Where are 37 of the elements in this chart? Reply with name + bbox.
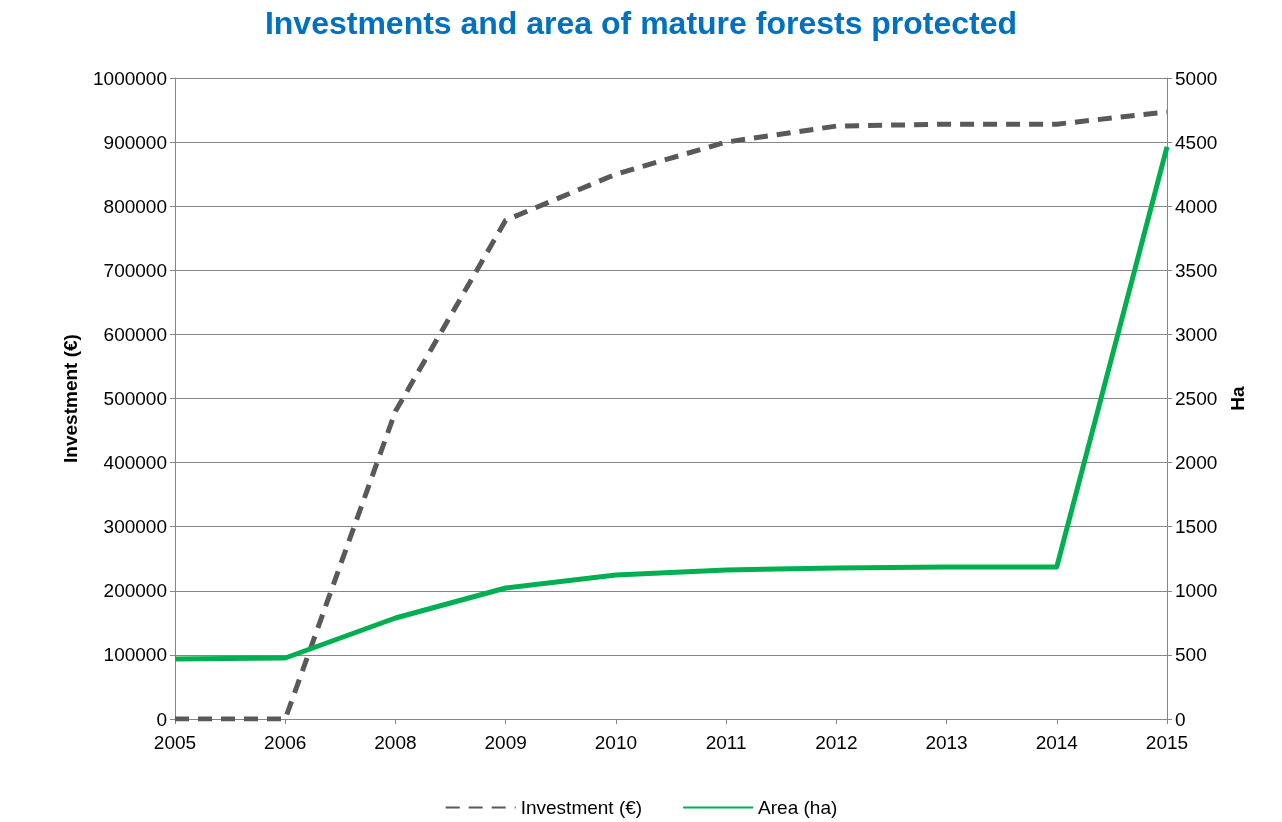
x-tick-label: 2010: [594, 732, 638, 753]
x-tick-label: 2011: [705, 732, 747, 753]
y-tick-label: 300000: [103, 516, 167, 538]
y2-tick-label: 500: [1175, 644, 1207, 666]
y-tick-label: 900000: [103, 131, 167, 153]
legend-label: Investment (€): [520, 797, 643, 818]
y-tick-label: 600000: [103, 323, 167, 345]
y-tick-label: 1000000: [93, 67, 167, 89]
y2-tick-label: 4000: [1175, 195, 1218, 217]
x-tick-label: 2015: [1145, 732, 1189, 753]
y-tick-label: 200000: [103, 580, 167, 602]
y-tick-label: 800000: [103, 195, 167, 217]
y2-axis-title: Ha: [1227, 385, 1249, 411]
x-tick-label: 2008: [374, 732, 417, 753]
y2-tick-label: 2500: [1175, 388, 1218, 409]
x-tick-label: 2014: [1035, 732, 1079, 753]
legend-label: Area (ha): [758, 797, 838, 818]
y2-tick-label: 3000: [1175, 323, 1218, 345]
y2-tick-label: 1500: [1175, 516, 1218, 538]
y-axis-title: Investment (€): [60, 334, 81, 463]
y-tick-label: 0: [156, 708, 167, 730]
y2-tick-label: 3500: [1175, 259, 1218, 281]
y2-tick-label: 5000: [1175, 67, 1218, 89]
y2-tick-label: 2000: [1175, 452, 1218, 474]
y-tick-label: 100000: [103, 644, 167, 666]
y-tick-label: 500000: [103, 388, 167, 409]
x-tick-label: 2012: [815, 732, 858, 753]
x-tick-label: 2006: [264, 732, 307, 753]
y-tick-label: 400000: [103, 452, 167, 474]
x-tick-label: 2005: [153, 732, 197, 753]
chart-title: Investments and area of mature forests protected: [264, 5, 1018, 41]
y2-tick-label: 4500: [1175, 131, 1218, 153]
y2-tick-label: 0: [1175, 708, 1186, 730]
x-tick-label: 2009: [484, 732, 527, 753]
x-tick-label: 2013: [925, 732, 968, 753]
y-tick-label: 700000: [103, 259, 167, 281]
y2-tick-label: 1000: [1175, 580, 1218, 602]
